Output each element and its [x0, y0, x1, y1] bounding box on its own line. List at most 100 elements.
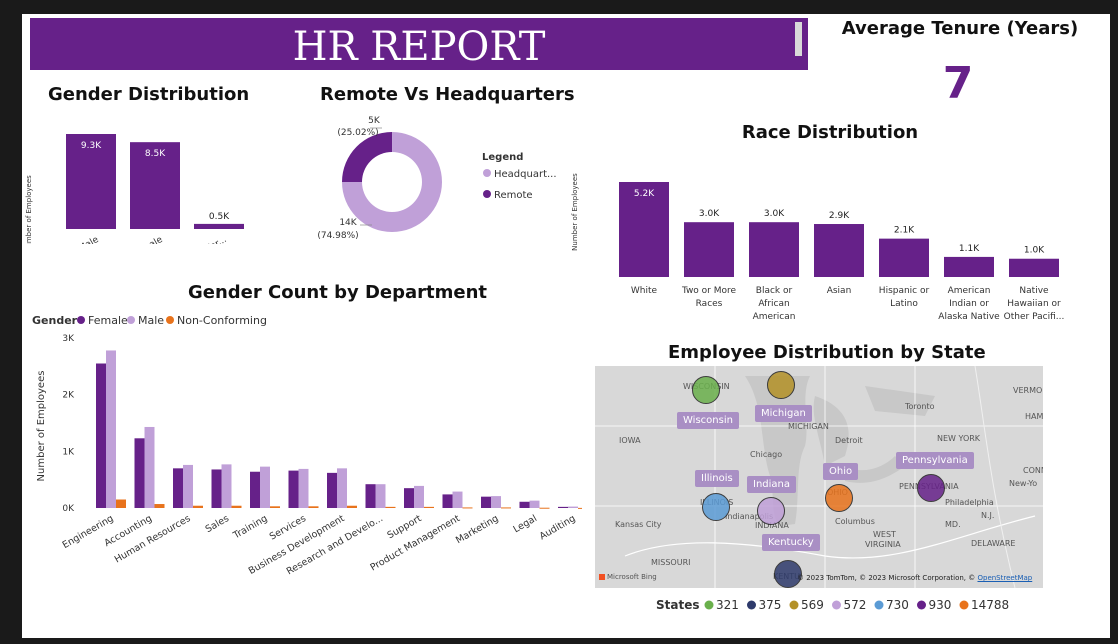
map-label-wisconsin[interactable]: Wisconsin [677, 412, 739, 429]
dept-bar-nonconforming[interactable] [385, 506, 396, 508]
remote-pct-label: (25.02%) [337, 128, 378, 138]
dept-bar-female[interactable] [134, 438, 145, 508]
race-bar[interactable] [1009, 258, 1059, 277]
map-label-illinois[interactable]: Illinois [695, 470, 739, 487]
race-chart: Number of Employees 5.2K White 3.0K Two or … [571, 173, 1064, 322]
dept-legend-nc: Non-Conforming [177, 314, 267, 327]
dept-bar-male[interactable] [452, 491, 463, 508]
dept-category-label: Marketing [454, 513, 501, 546]
gender-bar[interactable] [66, 134, 116, 229]
dept-legend-female: Female [88, 314, 128, 327]
gender-ylabel: Number of Employees [25, 175, 33, 244]
gender-chart: Number of Employees 9.3K Male 8.5K Female 0.… [25, 134, 244, 244]
dept-bar-female[interactable] [558, 506, 568, 508]
race-bar[interactable] [879, 238, 929, 277]
race-bar-value: 3.0K [699, 209, 720, 219]
dept-bar-male[interactable] [183, 464, 193, 508]
dept-bar-female[interactable] [481, 496, 491, 508]
map-label-indiana[interactable]: Indiana [747, 476, 797, 493]
gender-bar[interactable] [130, 142, 180, 229]
map-place-label: Kansas City [615, 520, 662, 529]
dept-bar-male[interactable] [529, 500, 540, 508]
state-map[interactable]: WISCONSINTorontoHAMMICHIGANIOWADetroitNE… [595, 366, 1043, 588]
map-place-label: VERMO [1013, 386, 1043, 395]
race-bar[interactable] [619, 182, 669, 277]
remote-value-label: 5K [368, 116, 381, 126]
map-legend-marker [832, 600, 841, 610]
dept-ytick: 2K [62, 391, 75, 401]
osm-link[interactable]: OpenStreetMap [977, 574, 1033, 582]
dept-bar-nonconforming[interactable] [578, 507, 582, 509]
map-copyright: © 2023 TomTom, © 2023 Microsoft Corporat… [797, 574, 1033, 582]
donut-slice-hq[interactable] [342, 132, 442, 232]
gender-chart-title: Gender Distribution [48, 84, 250, 105]
dept-bar-female[interactable] [327, 472, 337, 508]
dept-bar-nonconforming[interactable] [501, 507, 511, 509]
dept-bar-female[interactable] [250, 471, 260, 508]
dept-bar-nonconforming[interactable] [116, 499, 126, 509]
map-bubble-kentucky[interactable] [774, 560, 802, 588]
dept-bar-nonconforming[interactable] [154, 504, 165, 508]
dept-bar-male[interactable] [260, 466, 270, 508]
map-legend-marker [959, 600, 969, 610]
dept-bar-female[interactable] [288, 470, 299, 508]
dept-legend-nc-marker [166, 316, 174, 324]
dept-category-label: Auditing [538, 513, 578, 542]
dept-ytick: 0K [62, 504, 75, 514]
race-category-label: Latino [890, 299, 918, 309]
race-bar[interactable] [944, 256, 994, 277]
dept-bar-female[interactable] [365, 484, 376, 508]
race-bar-value: 2.1K [894, 226, 915, 236]
race-category-label: American [753, 312, 796, 322]
dept-bar-female[interactable] [211, 469, 222, 508]
race-bar-value: 2.9K [829, 211, 850, 221]
map-bubble-indiana[interactable] [757, 497, 785, 525]
dept-bar-female[interactable] [519, 501, 530, 508]
dept-bar-nonconforming[interactable] [308, 506, 319, 508]
race-bar[interactable] [749, 222, 799, 277]
dept-bar-male[interactable] [568, 506, 578, 508]
map-label-michigan[interactable]: Michigan [755, 405, 812, 422]
dept-bar-nonconforming[interactable] [539, 507, 550, 509]
dept-bar-male[interactable] [221, 464, 232, 508]
dept-legend-male: Male [138, 314, 164, 327]
dept-category-label: Training [231, 513, 270, 542]
dept-bar-male[interactable] [414, 485, 424, 508]
kpi-label: Average Tenure (Years) [841, 18, 1079, 39]
dept-bar-female[interactable] [404, 488, 414, 508]
map-label-ohio[interactable]: Ohio [823, 463, 859, 480]
race-bar[interactable] [684, 222, 734, 277]
dept-bar-male[interactable] [144, 426, 155, 508]
dept-bar-nonconforming[interactable] [347, 505, 357, 508]
dept-bar-nonconforming[interactable] [270, 506, 280, 508]
map-bubble-michigan[interactable] [767, 371, 795, 399]
dept-bar-female[interactable] [442, 494, 453, 508]
map-bubble-pennsylvania[interactable] [917, 474, 945, 502]
map-label-kentucky[interactable]: Kentucky [762, 534, 820, 551]
race-bar-value: 1.1K [959, 244, 980, 254]
map-bubble-illinois[interactable] [702, 493, 730, 521]
race-bar[interactable] [814, 224, 864, 277]
dept-bar-nonconforming[interactable] [231, 505, 242, 508]
dept-bar-female[interactable] [96, 363, 106, 509]
map-place-label: New-Yo [1009, 479, 1038, 488]
dept-chart: Gender Female Male Non-Conforming Number… [32, 314, 582, 577]
donut-slice-remote[interactable] [342, 132, 393, 182]
dept-bar-nonconforming[interactable] [462, 507, 473, 509]
dept-bar-male[interactable] [375, 484, 386, 508]
map-bubble-ohio[interactable] [825, 484, 853, 512]
gender-bar[interactable] [194, 223, 244, 229]
kpi-value: 7 [942, 58, 974, 109]
dept-bar-female[interactable] [173, 468, 183, 508]
dept-bar-male[interactable] [298, 468, 309, 508]
map-label-pennsylvania[interactable]: Pennsylvania [896, 452, 974, 469]
legend-remote-label: Remote [494, 190, 533, 201]
map-place-label: VIRGINIA [865, 540, 901, 549]
dept-bar-male[interactable] [491, 496, 501, 508]
race-category-label: Black or [756, 286, 793, 296]
dept-bar-nonconforming[interactable] [424, 506, 434, 508]
dept-bar-male[interactable] [337, 468, 347, 508]
dept-bar-male[interactable] [106, 350, 116, 508]
dept-bar-nonconforming[interactable] [193, 505, 203, 508]
map-bubble-wisconsin[interactable] [692, 376, 720, 404]
